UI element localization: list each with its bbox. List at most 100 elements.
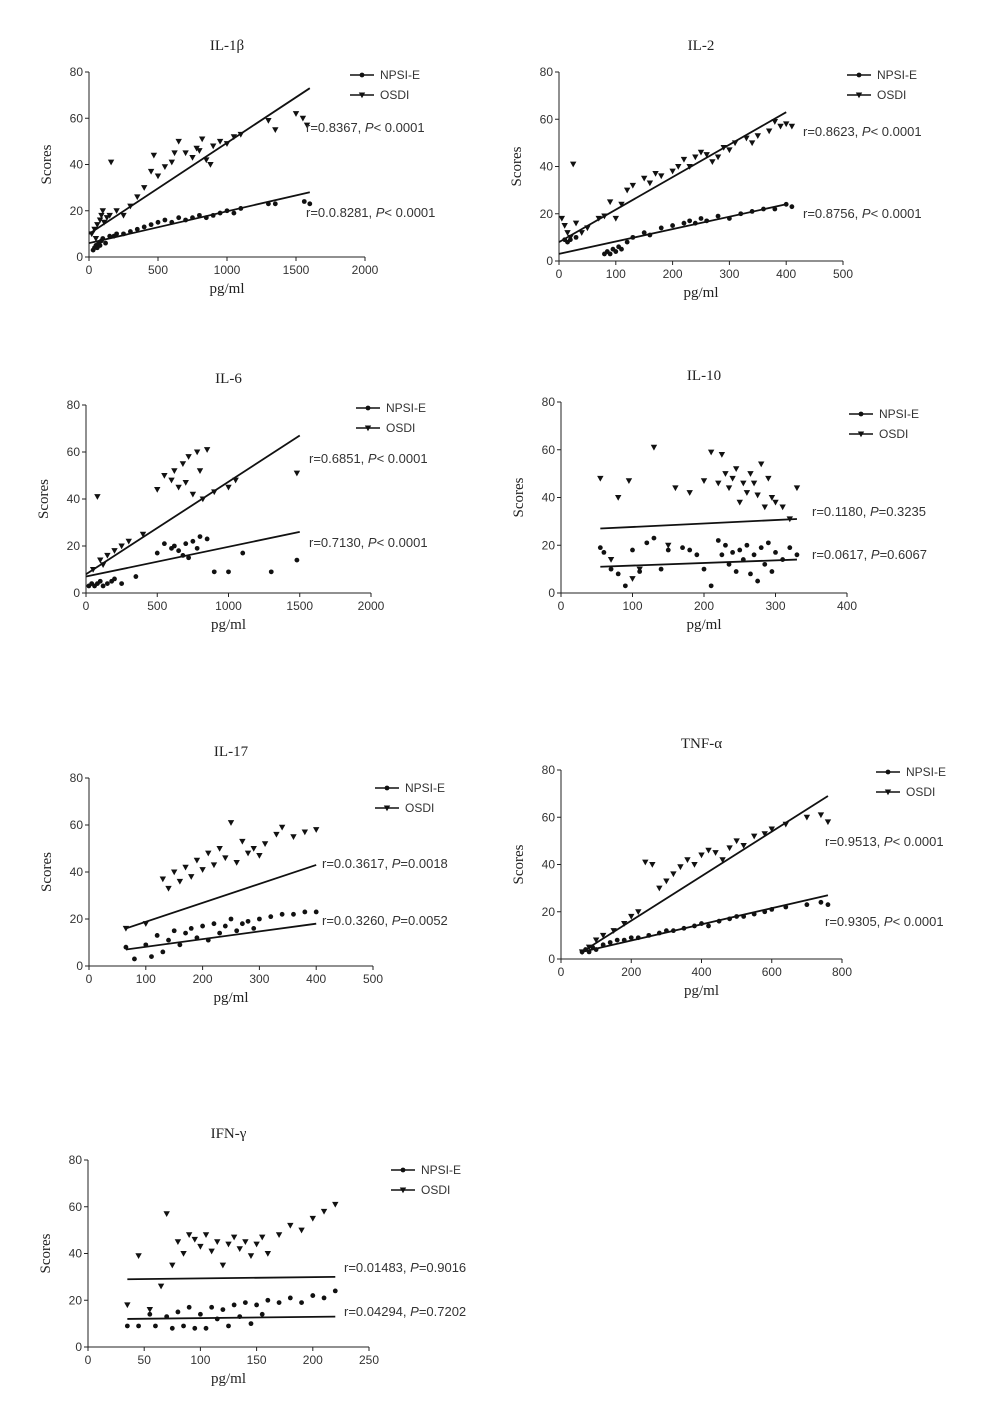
data-point-npsi-e [783,904,789,910]
data-point-osdi [99,562,107,568]
legend-marker [364,425,372,432]
y-tick-label: 40 [67,492,81,506]
data-point-npsi-e [171,928,177,934]
data-point-osdi [765,475,772,482]
data-point-npsi-e [143,942,149,948]
data-point-osdi [680,156,688,163]
legend-marker [359,72,365,78]
y-tick-label: 40 [70,865,84,879]
data-point-npsi-e [181,1323,186,1329]
fit-line-npsi-e [127,1315,336,1320]
y-axis-label: Scores [509,146,525,186]
data-point-osdi [625,478,633,484]
data-point-npsi-e [147,1311,153,1317]
y-tick-label: 40 [542,858,556,872]
chart-panel-5: 0 20 40 60 80 0 100 200 300 400 500 IL-17 pg/ml Score… [39,744,448,1006]
x-tick-label: 250 [359,1353,379,1367]
data-point-osdi [171,468,178,474]
data-point-npsi-e [687,547,693,553]
fit-line-npsi-e [558,203,787,255]
legend-item-osdi: OSDI [849,427,908,441]
data-point-npsi-e [730,550,735,555]
legend-label: NPSI-E [421,1163,461,1177]
data-point-npsi-e [279,911,285,917]
correlation-annotation: r=0.8623, P< 0.0001 [803,124,922,139]
data-point-npsi-e [112,576,117,582]
x-tick-label: 150 [247,1353,267,1367]
y-tick-label: 80 [540,65,554,79]
data-point-npsi-e [302,909,308,915]
data-point-npsi-e [200,923,206,929]
data-point-npsi-e [787,545,793,551]
data-point-npsi-e [681,925,687,931]
data-point-osdi [578,230,585,236]
correlation-annotation: r=0.8756, P< 0.0001 [803,206,922,221]
data-point-osdi [253,1241,260,1248]
x-axis-label: pg/ml [211,617,246,633]
data-point-osdi [290,834,297,840]
data-point-npsi-e [601,550,607,555]
correlation-annotation: r=0.9305, P< 0.0001 [825,914,944,929]
data-point-npsi-e [593,947,599,952]
data-point-osdi [94,222,101,228]
data-point-npsi-e [772,206,778,212]
data-point-npsi-e [224,208,230,214]
y-tick-label: 60 [540,112,554,126]
x-tick-label: 2000 [358,599,385,613]
data-point-npsi-e [100,236,106,241]
data-point-osdi [691,861,698,868]
y-tick-label: 0 [76,959,83,973]
data-point-osdi [703,152,710,158]
data-point-osdi [714,154,722,161]
y-tick-label: 60 [70,111,84,125]
data-point-osdi [216,845,223,852]
data-point-osdi [777,123,784,130]
legend-marker [365,405,371,411]
legend-label: OSDI [405,801,434,815]
data-point-npsi-e [621,937,627,943]
data-point-osdi [793,485,801,492]
data-point-npsi-e [231,1302,237,1308]
data-point-npsi-e [748,571,753,577]
x-tick-label: 200 [303,1353,323,1367]
data-point-osdi [293,470,301,477]
data-point-npsi-e [154,550,160,556]
data-point-osdi [642,859,649,866]
y-tick-label: 40 [542,491,556,505]
data-point-osdi [665,542,672,549]
data-point-npsi-e [259,1311,265,1317]
x-axis-label: pg/ml [211,1371,246,1387]
data-point-osdi [124,1302,131,1309]
data-point-osdi [171,150,178,157]
legend-label: NPSI-E [386,401,426,415]
data-point-npsi-e [694,552,700,558]
data-point-osdi [180,1250,187,1257]
chart-title: IL-10 [687,368,721,384]
y-tick-label: 40 [70,158,84,172]
data-point-osdi [572,220,580,227]
data-point-npsi-e [194,935,200,941]
correlation-annotation: r=0.7130, P< 0.0001 [309,535,428,550]
data-point-npsi-e [265,1297,271,1303]
data-point-npsi-e [658,225,664,231]
y-tick-label: 20 [70,912,84,926]
series-osdi [88,87,311,242]
data-point-osdi [193,449,201,456]
data-point-osdi [615,494,622,501]
data-point-npsi-e [665,547,671,553]
data-point-osdi [163,1211,170,1217]
x-tick-label: 300 [765,599,785,613]
x-tick-label: 0 [86,972,93,986]
data-point-npsi-e [726,561,732,567]
data-point-osdi [208,1248,215,1255]
y-tick-label: 60 [70,818,84,832]
correlation-annotation: r=0.01483, P=0.9016 [344,1260,466,1275]
legend-label: OSDI [879,427,908,441]
data-point-npsi-e [614,937,620,943]
chart-title: TNF-α [681,736,722,752]
x-tick-label: 300 [249,972,269,986]
correlation-annotation: r=0.0617, P=0.6067 [812,547,927,562]
data-point-npsi-e [186,1304,192,1310]
data-point-osdi [256,852,263,859]
